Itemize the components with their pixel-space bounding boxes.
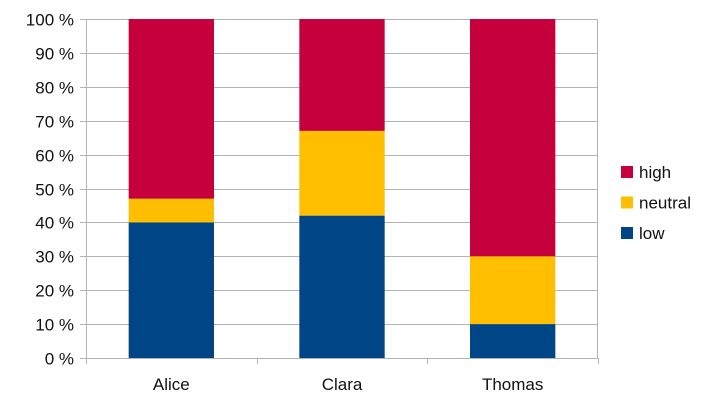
- bar-segment-low: [128, 222, 214, 358]
- legend-swatch-neutral: [621, 196, 633, 209]
- x-tick-label: Clara: [322, 375, 363, 394]
- y-tick-label: 70 %: [35, 113, 74, 132]
- legend-label: low: [639, 224, 665, 243]
- x-tick-labels: Alice Clara Thomas: [153, 375, 543, 394]
- y-tick-label: 0 %: [45, 350, 74, 369]
- y-tick-label: 100 %: [26, 11, 74, 30]
- bar-segment-high: [299, 19, 385, 131]
- bar-segment-high: [128, 19, 214, 199]
- y-tick-labels: 0 % 10 % 20 % 30 % 40 % 50 % 60 % 70 % 80 % 90 % 1…: [26, 11, 74, 369]
- bar-segment-neutral: [299, 130, 385, 216]
- y-tick-label: 50 %: [35, 181, 74, 200]
- legend: high neutral low: [621, 163, 691, 243]
- bar-segment-high: [470, 19, 556, 257]
- y-tick-label: 40 %: [35, 214, 74, 233]
- y-tick-label: 20 %: [35, 282, 74, 301]
- y-tick-label: 60 %: [35, 147, 74, 166]
- x-tick-label: Thomas: [482, 375, 543, 394]
- bar-segment-low: [470, 324, 556, 358]
- axes: [80, 19, 599, 364]
- bars: [128, 19, 556, 358]
- legend-label: neutral: [639, 194, 691, 213]
- legend-label: high: [639, 163, 671, 182]
- legend-swatch-high: [621, 166, 633, 178]
- y-tick-label: 90 %: [35, 45, 74, 64]
- y-tick-label: 10 %: [35, 316, 74, 335]
- bar-segment-low: [299, 215, 385, 358]
- bar-segment-neutral: [470, 256, 556, 325]
- legend-swatch-low: [621, 227, 633, 239]
- y-tick-label: 30 %: [35, 248, 74, 267]
- x-tick-label: Alice: [153, 375, 190, 394]
- bar-segment-neutral: [128, 198, 214, 223]
- y-tick-label: 80 %: [35, 79, 74, 98]
